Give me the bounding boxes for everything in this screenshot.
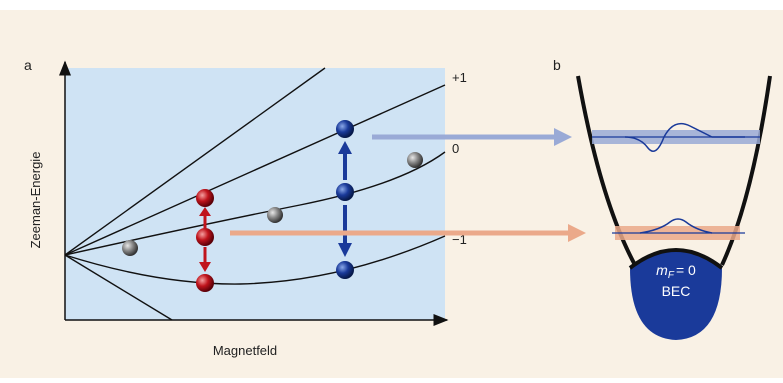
atom (267, 207, 283, 223)
page: {"panel_a": {"label": "a", "y_axis_label… (0, 0, 783, 383)
atom (196, 189, 214, 207)
atom (336, 183, 354, 201)
plot-area (65, 68, 445, 320)
panel-label: a (24, 57, 32, 73)
subscript: F (668, 270, 675, 281)
value: = 0 (676, 262, 696, 278)
atom (196, 274, 214, 292)
x-axis-label: Magnetfeld (213, 343, 277, 358)
atom (336, 261, 354, 279)
atom (196, 228, 214, 246)
symbol: m (656, 262, 668, 278)
y-axis-label: Zeeman-Energie (28, 152, 43, 249)
atom (122, 240, 138, 256)
atom (407, 152, 423, 168)
figure: a Zeeman-Energie Magnetfeld +1 0 −1 (0, 0, 783, 383)
condensate-name: BEC (662, 283, 691, 299)
level-label: 0 (452, 141, 459, 156)
atom (336, 120, 354, 138)
panel-label: b (553, 57, 561, 73)
level-label: +1 (452, 70, 467, 85)
